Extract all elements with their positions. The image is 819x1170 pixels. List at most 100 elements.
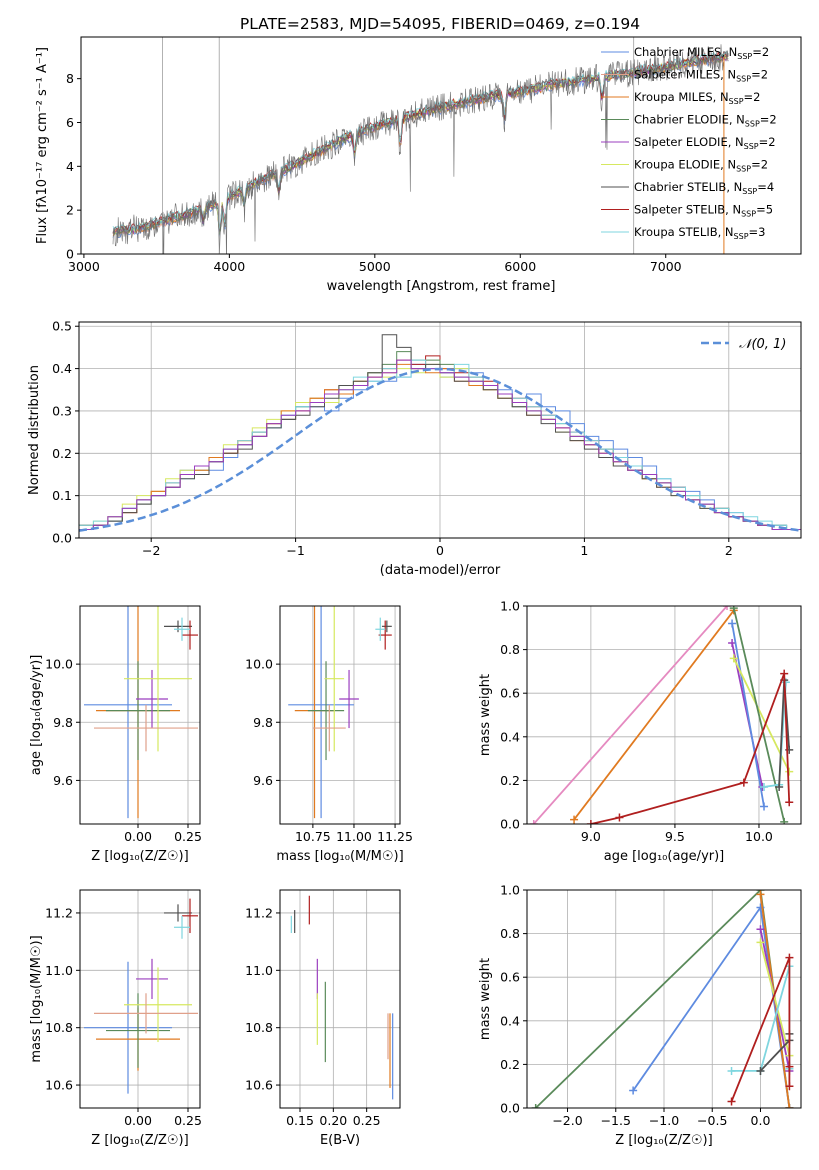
x-tick-label: 0.25 <box>353 1113 381 1128</box>
x-axis-label: Z [log₁₀(Z/Z☉)] <box>91 849 188 864</box>
weight-marker <box>728 619 737 628</box>
gaussian-curve <box>79 367 801 532</box>
y-tick-label: 0.3 <box>52 403 72 418</box>
x-tick-label: 4000 <box>213 259 245 274</box>
legend-label: Salpeter STELIB, NSSP=5 <box>634 203 773 219</box>
weight-marker <box>727 1097 736 1106</box>
weight-marker <box>780 817 789 824</box>
x-tick-label: 0.00 <box>124 1113 152 1128</box>
weight-marker <box>785 1104 794 1108</box>
weight-lines <box>529 606 794 824</box>
y-tick-label: 10.0 <box>45 657 73 672</box>
weight-marker <box>739 778 748 787</box>
weight-line <box>759 942 791 1056</box>
y-tick-label: 0.2 <box>500 1057 520 1072</box>
y-tick-label: 10.8 <box>45 1020 73 1035</box>
x-tick-label: 9.5 <box>665 829 685 844</box>
x-axis-label: wavelength [Angstrom, rest frame] <box>327 279 556 294</box>
legend-label: Salpeter ELODIE, NSSP=2 <box>634 135 776 151</box>
x-tick-label: 10.0 <box>745 829 773 844</box>
weight-marker <box>586 820 595 824</box>
plot-frame <box>526 605 802 825</box>
x-tick-label: −2 <box>142 543 160 558</box>
y-axis-label: mass weight <box>478 674 493 756</box>
weight-marker <box>760 802 769 811</box>
y-tick-label: 2 <box>66 203 74 218</box>
histogram-series <box>79 334 801 530</box>
x-axis-label: (data-model)/error <box>380 563 501 578</box>
weight-marker <box>531 1104 540 1108</box>
mass-vs-metallicity-panel: 0.00 0.25 10.6 10.8 11.0 11.2 Z [log₁₀(Z/Z☉)] m… <box>29 889 202 1148</box>
x-tick-label: 10.75 <box>295 829 331 844</box>
y-tick-label: 0.2 <box>500 773 520 788</box>
x-tick-label: 0.25 <box>174 829 202 844</box>
mass-vs-ebv-panel: 0.15 0.20 0.25 10.6 10.8 11.0 11.2 E(B-V) <box>245 889 401 1148</box>
legend-label: 𝒩(0, 1) <box>739 337 786 352</box>
x-tick-label: 0.00 <box>124 829 152 844</box>
x-tick-label: 0.20 <box>319 1113 347 1128</box>
weight-line <box>731 623 765 807</box>
weight-line <box>730 957 791 1102</box>
legend-label: Chabrier ELODIE, NSSP=2 <box>634 113 777 129</box>
y-axis-label: mass weight <box>478 958 493 1040</box>
y-tick-label: 0.0 <box>500 817 520 832</box>
x-tick-label: −1.5 <box>601 1113 631 1128</box>
spectrum-lines <box>112 37 729 254</box>
figure-title: PLATE=2583, MJD=54095, FIBERID=0469, z=0… <box>240 15 640 33</box>
mass-weight-vs-metallicity-panel: −2.0 −1.5 −1.0 −0.5 0.0 0.0 0.2 0.4 0.6 0.8 1.0 Z [… <box>478 883 802 1148</box>
plot-frame <box>79 889 201 1109</box>
y-tick-label: 8 <box>66 71 74 86</box>
weight-marker <box>729 606 738 613</box>
x-tick-label: 0.0 <box>751 1113 771 1128</box>
x-tick-label: 11.25 <box>377 829 413 844</box>
y-tick-label: 11.2 <box>45 905 73 920</box>
x-axis-label: E(B-V) <box>320 1133 360 1148</box>
mass-weight-vs-age-panel: 9.0 9.5 10.0 0.0 0.2 0.4 0.6 0.8 1.0 age [log₁₀(a… <box>478 599 802 864</box>
y-tick-label: 0.2 <box>52 446 72 461</box>
x-axis-label: Z [log₁₀(Z/Z☉)] <box>615 1133 712 1148</box>
y-tick-label: 11.2 <box>245 905 273 920</box>
legend-label: Chabrier STELIB, NSSP=4 <box>634 180 774 196</box>
y-tick-label: 0.4 <box>500 1013 520 1028</box>
y-tick-label: 4 <box>66 159 74 174</box>
plot-frame <box>79 605 201 825</box>
y-tick-label: 10.6 <box>245 1078 273 1093</box>
weight-line <box>573 609 735 821</box>
y-tick-label: 11.0 <box>45 963 73 978</box>
y-tick-label: 0.5 <box>52 319 72 334</box>
weight-marker <box>760 782 769 791</box>
residual-histogram-panel: −2 −1 0 1 2 0.0 0.1 0.2 0.3 0.4 0.5 (data-model)/er… <box>27 319 802 578</box>
weight-line <box>590 673 791 824</box>
y-tick-label: 11.0 <box>245 963 273 978</box>
y-tick-label: 9.6 <box>53 773 73 788</box>
weight-marker <box>756 1066 765 1075</box>
x-tick-label: 7000 <box>650 259 682 274</box>
plot-frame <box>80 36 802 255</box>
weight-marker <box>785 798 794 807</box>
y-axis-label: Flux [fλ10⁻¹⁷ erg cm⁻² s⁻¹ A⁻¹] <box>35 47 50 244</box>
weight-marker <box>729 654 738 663</box>
x-tick-label: 0.25 <box>174 1113 202 1128</box>
legend-label: Kroupa STELIB, NSSP=3 <box>634 225 765 241</box>
weight-marker <box>629 1086 638 1095</box>
y-tick-label: 0.6 <box>500 686 520 701</box>
weight-lines <box>531 890 794 1108</box>
x-axis-label: mass [log₁₀(M/M☉)] <box>276 849 403 864</box>
weight-marker <box>775 782 784 791</box>
x-tick-label: −2.0 <box>552 1113 582 1128</box>
weight-marker <box>785 953 794 962</box>
spectrum-legend: Chabrier MILES, NSSP=2 Salpeter MILES, NS… <box>601 45 777 241</box>
error-bars <box>84 898 198 1094</box>
y-tick-label: 9.6 <box>253 773 273 788</box>
y-tick-label: 10.0 <box>245 657 273 672</box>
y-tick-label: 0.0 <box>52 531 72 546</box>
y-tick-label: 9.8 <box>253 715 273 730</box>
spectrum-panel: 3000 4000 5000 6000 7000 0 2 4 6 8 wavelength [Ang… <box>35 36 802 294</box>
y-tick-label: 0.4 <box>52 361 72 376</box>
weight-marker <box>615 813 624 822</box>
weight-marker <box>529 820 538 824</box>
weight-marker <box>785 767 794 776</box>
weight-line <box>535 890 791 1108</box>
legend-label: Kroupa MILES, NSSP=2 <box>634 90 760 106</box>
